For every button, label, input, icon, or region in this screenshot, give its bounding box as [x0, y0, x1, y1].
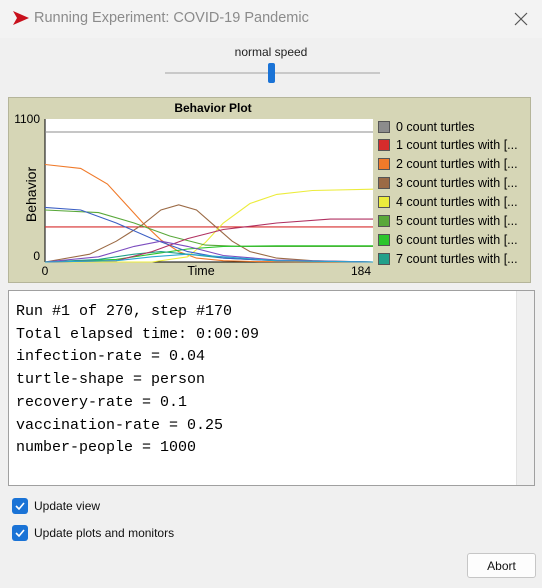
legend-item: 7 count turtles with [...	[378, 249, 530, 268]
run-output-text: Run #1 of 270, step #170 Total elapsed ti…	[16, 301, 259, 460]
x-tick-label: 184	[351, 264, 371, 278]
y-axis-label: Behavior	[23, 167, 39, 223]
close-icon	[514, 12, 528, 26]
series-line-10	[44, 240, 374, 263]
output-line: Total elapsed time: 0:00:09	[16, 325, 260, 343]
update-view-checkbox[interactable]	[12, 498, 28, 514]
legend-swatch	[378, 252, 390, 265]
legend-swatch	[378, 158, 390, 171]
series-line-2	[44, 163, 374, 263]
update-plots-checkbox[interactable]	[12, 525, 28, 541]
x-tick-label: 0	[42, 264, 49, 278]
legend-label: 1 count turtles with [...	[396, 138, 518, 153]
title-bar: Running Experiment: COVID-19 Pandemic	[0, 0, 542, 38]
speed-slider-thumb[interactable]	[268, 63, 275, 83]
behavior-plot-panel: Behavior Plot 1100 0 0 184 Time Behavior 0 co…	[8, 97, 531, 283]
legend-label: 3 count turtles with [...	[396, 176, 518, 191]
run-output-area[interactable]: Run #1 of 270, step #170 Total elapsed ti…	[8, 290, 535, 486]
close-button[interactable]	[508, 6, 534, 32]
series-line-9	[44, 218, 373, 263]
output-line: number-people = 1000	[16, 439, 197, 457]
legend-item: 6 count turtles with [...	[378, 230, 530, 249]
legend-label: 7 count turtles with [...	[396, 251, 518, 266]
legend-item: 1 count turtles with [...	[378, 136, 530, 155]
output-scrollbar[interactable]	[516, 291, 534, 485]
legend-label: 4 count turtles with [...	[396, 195, 518, 210]
checkmark-icon	[15, 529, 25, 537]
update-view-label: Update view	[34, 499, 101, 513]
legend-item: 4 count turtles with [...	[378, 193, 530, 212]
legend-label: 0 count turtles	[396, 119, 475, 134]
update-view-option[interactable]: Update view	[12, 497, 100, 515]
checkmark-icon	[15, 502, 25, 510]
legend-item: 5 count turtles with [...	[378, 212, 530, 231]
y-tick-label: 0	[33, 249, 40, 263]
window-title: Running Experiment: COVID-19 Pandemic	[34, 10, 309, 26]
legend-item: 3 count turtles with [...	[378, 174, 530, 193]
speed-label: normal speed	[234, 45, 308, 59]
legend-swatch	[378, 215, 390, 227]
legend-swatch	[378, 139, 390, 152]
legend-item: 0 count turtles	[378, 117, 530, 136]
update-plots-label: Update plots and monitors	[34, 526, 175, 540]
play-arrow-icon	[13, 11, 29, 25]
y-tick-label: 1100	[14, 112, 40, 126]
legend-swatch	[378, 196, 390, 209]
output-line: turtle-shape = person	[16, 371, 206, 389]
legend-label: 5 count turtles with [...	[396, 214, 518, 228]
series-line-4	[45, 188, 374, 263]
output-line: Run #1 of 270, step #170	[16, 303, 233, 320]
legend-swatch	[378, 233, 390, 246]
legend-swatch	[378, 177, 390, 190]
plot-title: Behavior Plot	[174, 101, 252, 115]
output-line: vaccination-rate = 0.25	[16, 416, 224, 434]
update-plots-option[interactable]: Update plots and monitors	[12, 524, 174, 542]
series-line-11	[44, 253, 374, 263]
series-line-3	[44, 204, 374, 263]
legend-label: 6 count turtles with [...	[396, 232, 518, 247]
legend-swatch	[378, 120, 390, 133]
legend-label: 2 count turtles with [...	[396, 157, 518, 172]
output-line: infection-rate = 0.04	[16, 348, 206, 366]
x-axis-label: Time	[187, 264, 214, 278]
series-line-6	[44, 245, 373, 263]
abort-button[interactable]: Abort	[467, 553, 536, 578]
legend-item: 2 count turtles with [...	[378, 155, 530, 174]
output-line: recovery-rate = 0.1	[16, 393, 188, 411]
behavior-plot-chart: 1100 00 184 Time Behavior	[14, 112, 374, 278]
